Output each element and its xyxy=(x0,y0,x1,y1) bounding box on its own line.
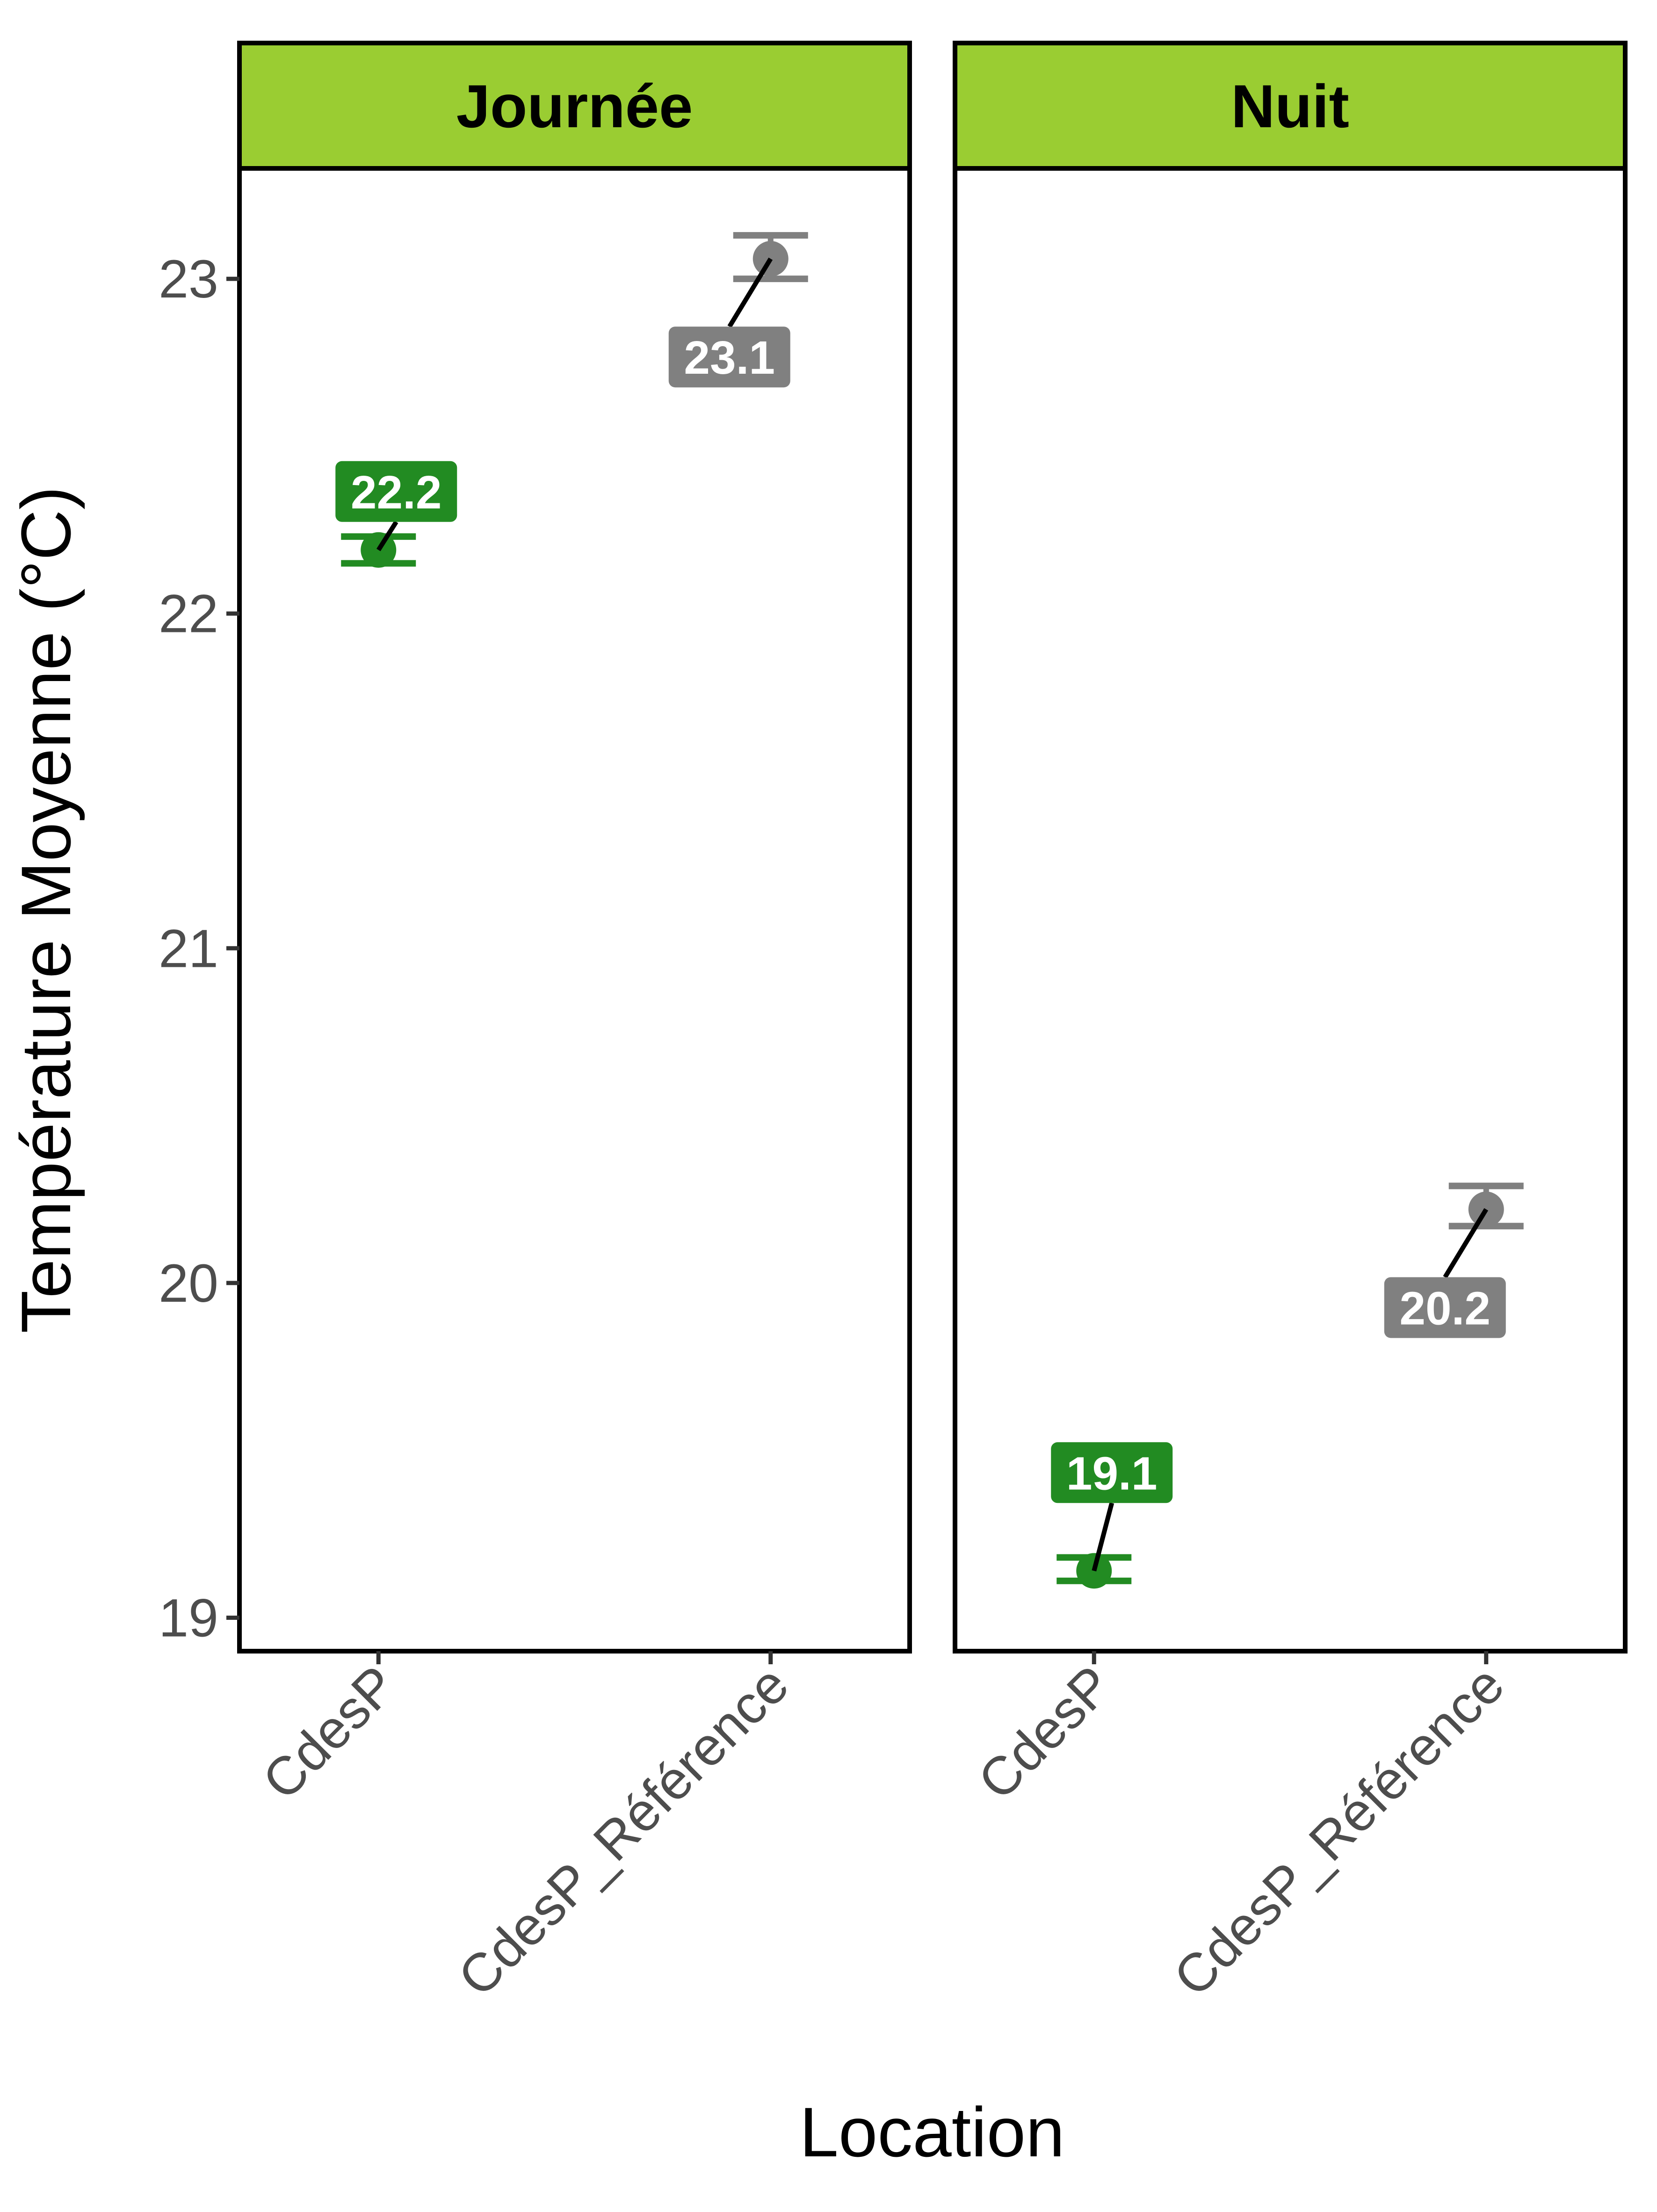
label-leader-line xyxy=(1092,1502,1114,1572)
data-label-box xyxy=(1051,1442,1173,1503)
label-leader-line xyxy=(376,521,398,551)
data-label: 23.1 xyxy=(684,332,775,384)
y-tick-label: 20 xyxy=(159,1254,218,1313)
facet-strip-0 xyxy=(237,41,912,171)
y-tick-label: 19 xyxy=(159,1588,218,1648)
label-leader-line xyxy=(727,257,773,328)
label-leader-line xyxy=(1443,1208,1489,1279)
x-tick-label: CdesP_Référence xyxy=(1162,1654,1515,2008)
data-label: 22.2 xyxy=(351,466,442,519)
y-axis-title: Température Moyenne (°C) xyxy=(7,486,85,1334)
y-tick-label: 23 xyxy=(159,249,218,309)
panel-border-1 xyxy=(953,166,1628,1654)
x-axis-title: Location xyxy=(799,2093,1064,2171)
x-tick-label: CdesP xyxy=(967,1654,1123,1811)
data-label-box xyxy=(1384,1277,1506,1338)
data-label-box xyxy=(668,326,790,388)
y-tick-label: 22 xyxy=(159,584,218,644)
data-label-box xyxy=(335,461,457,522)
y-tick-label: 21 xyxy=(159,919,218,979)
x-tick-label: CdesP xyxy=(251,1654,408,1811)
facet-strip-label: Nuit xyxy=(1231,72,1349,140)
facet-strip-1 xyxy=(953,41,1628,171)
data-label: 20.2 xyxy=(1399,1282,1491,1334)
data-label: 19.1 xyxy=(1066,1447,1158,1500)
x-tick-label: CdesP_Référence xyxy=(447,1654,800,2008)
panel-border-0 xyxy=(237,166,912,1654)
facet-strip-label: Journée xyxy=(456,72,693,140)
